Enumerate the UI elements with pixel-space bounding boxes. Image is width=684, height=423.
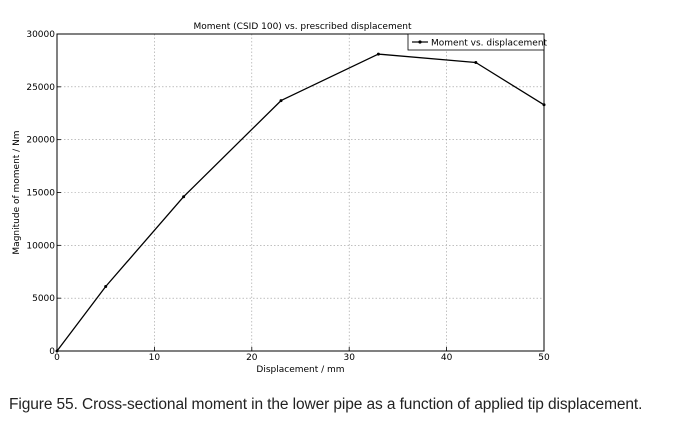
- data-point: [279, 99, 283, 103]
- x-tick-label: 50: [538, 353, 550, 363]
- x-tick-label: 30: [343, 353, 355, 363]
- grid: [57, 34, 544, 351]
- series: [55, 52, 546, 353]
- chart: 0 10 20 30 40 50 0 5000 10000 15000 20000 25000 3000…: [12, 22, 550, 375]
- x-tick-label: 20: [246, 353, 258, 363]
- data-point: [474, 61, 478, 65]
- data-point: [182, 195, 186, 199]
- x-tick-label: 10: [149, 353, 161, 363]
- data-point: [104, 285, 108, 289]
- legend-entry: Moment vs. displacement: [431, 39, 548, 49]
- x-tick-label: 40: [441, 353, 453, 363]
- chart-title: Moment (CSID 100) vs. prescribed displac…: [194, 22, 412, 32]
- y-tick-label: 15000: [26, 189, 55, 199]
- data-point: [542, 103, 546, 107]
- legend: Moment vs. displacement: [407, 33, 548, 51]
- y-tick-label: 20000: [26, 136, 55, 146]
- data-point: [55, 349, 59, 353]
- legend-point-marker: [418, 40, 422, 44]
- y-axis-label: Magnitude of moment / Nm: [12, 130, 22, 254]
- y-tick-label: 30000: [26, 30, 55, 40]
- y-tick-label: 10000: [26, 241, 55, 251]
- x-tick-label: 0: [54, 353, 60, 363]
- data-point: [376, 52, 380, 56]
- y-tick-label: 0: [49, 347, 55, 357]
- ticks: 0 10 20 30 40 50 0 5000 10000 15000 20000 25000 3000…: [26, 30, 550, 363]
- y-tick-label: 25000: [26, 83, 55, 93]
- x-axis-label: Displacement / mm: [256, 365, 344, 375]
- series-line: [56, 53, 545, 352]
- legend-box: [407, 33, 545, 51]
- figure-caption: Figure 55. Cross-sectional moment in the…: [9, 396, 643, 413]
- y-tick-label: 5000: [32, 294, 55, 304]
